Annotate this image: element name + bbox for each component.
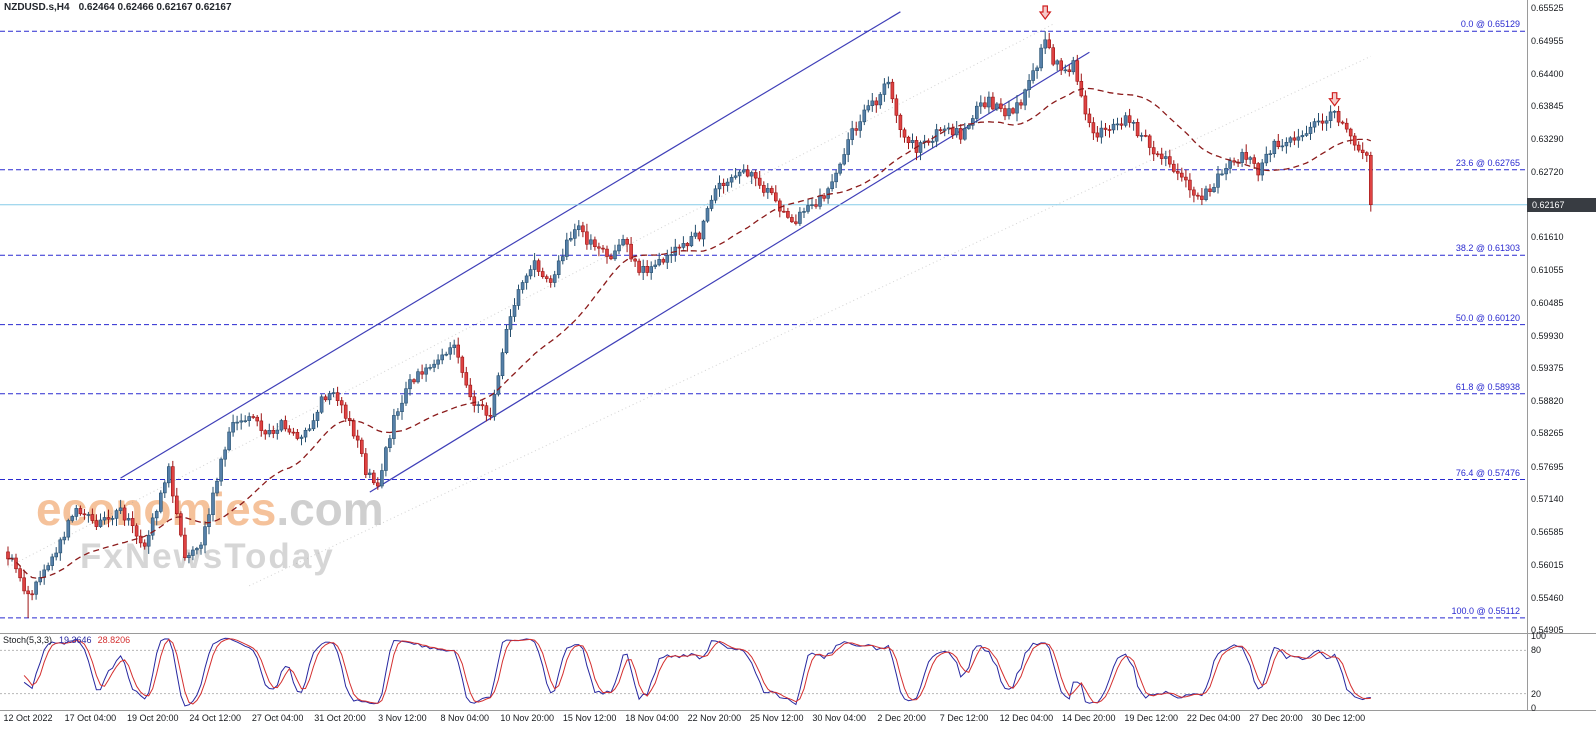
date-axis-label: 14 Dec 20:00 bbox=[1062, 713, 1116, 723]
date-axis-label: 7 Dec 12:00 bbox=[939, 713, 989, 723]
price-axis-label: 0.64400 bbox=[1531, 68, 1564, 79]
price-axis-label: 0.61055 bbox=[1531, 264, 1564, 275]
date-axis-label: 30 Dec 12:00 bbox=[1311, 713, 1366, 723]
date-axis-label: 22 Nov 20:00 bbox=[687, 713, 742, 723]
price-axis-label: 0.58265 bbox=[1531, 428, 1564, 439]
date-axis-label: 19 Oct 20:00 bbox=[127, 713, 179, 723]
stoch-axis-label: 0 bbox=[1531, 703, 1537, 713]
fib-level-label: 23.6 @ 0.62765 bbox=[1455, 157, 1520, 168]
price-axis-label: 0.65525 bbox=[1531, 3, 1564, 13]
fib-level-label: 61.8 @ 0.58938 bbox=[1455, 381, 1520, 392]
stochastic-main-value: 19.3646 bbox=[59, 635, 92, 645]
current-price-tag: 0.62167 bbox=[1527, 197, 1596, 212]
date-axis-label: 25 Nov 12:00 bbox=[750, 713, 804, 723]
price-axis-label: 0.64955 bbox=[1531, 36, 1564, 47]
price-axis-label: 0.57695 bbox=[1531, 461, 1564, 472]
fib-level-label: 76.4 @ 0.57476 bbox=[1455, 467, 1520, 478]
fib-level-label: 100.0 @ 0.55112 bbox=[1451, 605, 1520, 616]
chart-ohlc-header: NZDUSD.s,H4 0.62464 0.62466 0.62167 0.621… bbox=[4, 2, 232, 13]
price-axis-label: 0.61610 bbox=[1531, 232, 1564, 243]
date-axis-label: 22 Dec 04:00 bbox=[1186, 713, 1241, 723]
date-axis[interactable]: 12 Oct 2022 17 Oct 04:00 19 Oct 20:00 24 Oc… bbox=[0, 711, 1596, 743]
stoch-axis-label: 20 bbox=[1531, 688, 1542, 699]
date-axis-label: 8 Nov 04:00 bbox=[440, 713, 490, 723]
price-axis-label: 0.58820 bbox=[1531, 395, 1564, 406]
symbol-timeframe-label: NZDUSD.s,H4 bbox=[4, 2, 70, 13]
stoch-axis-label: 80 bbox=[1531, 645, 1542, 656]
sell-signal-arrows[interactable] bbox=[1038, 5, 1341, 107]
price-axis-label: 0.57140 bbox=[1531, 494, 1564, 505]
date-axis-label: 2 Dec 20:00 bbox=[877, 713, 926, 723]
date-axis-label: 24 Oct 12:00 bbox=[189, 713, 241, 723]
price-axis-label: 0.59375 bbox=[1531, 363, 1564, 374]
fib-level-label: 50.0 @ 0.60120 bbox=[1455, 312, 1520, 323]
price-axis-label: 0.62720 bbox=[1531, 167, 1564, 178]
fib-level-label: 0.0 @ 0.65129 bbox=[1460, 19, 1520, 30]
date-axis-label: 12 Oct 2022 bbox=[3, 713, 53, 723]
price-axis-label: 0.55460 bbox=[1531, 592, 1564, 603]
trend-channel[interactable] bbox=[120, 11, 1090, 493]
date-axis-label: 15 Nov 12:00 bbox=[562, 713, 617, 723]
price-axis-label: 0.56585 bbox=[1531, 526, 1564, 537]
down-arrow-icon bbox=[1328, 92, 1341, 107]
stoch-axis-label: 100 bbox=[1531, 631, 1547, 641]
date-axis-label: 30 Nov 04:00 bbox=[812, 713, 866, 723]
date-axis-label: 19 Dec 12:00 bbox=[1124, 713, 1178, 723]
date-axis-label: 17 Oct 04:00 bbox=[64, 713, 117, 723]
price-axis-label: 0.63845 bbox=[1531, 101, 1564, 112]
stochastic-indicator-label: Stoch(5,3,3) 19.3646 28.8206 bbox=[3, 635, 130, 645]
stochastic-main-line[interactable] bbox=[23, 637, 1371, 707]
price-axis-label: 0.56015 bbox=[1531, 560, 1564, 571]
date-axis-label: 18 Nov 04:00 bbox=[625, 713, 679, 723]
candlesticks bbox=[6, 31, 1373, 618]
watermark-brand-suffix: .com bbox=[276, 483, 384, 535]
date-axis-label: 12 Dec 04:00 bbox=[999, 713, 1054, 723]
price-axis-label: 0.59930 bbox=[1531, 330, 1564, 341]
current-price-value: 0.62167 bbox=[1532, 199, 1565, 210]
date-axis-label: 27 Dec 20:00 bbox=[1249, 713, 1303, 723]
down-arrow-icon bbox=[1038, 5, 1052, 21]
watermark: economies.com FxNewsToday bbox=[36, 482, 384, 577]
fibonacci-lines[interactable] bbox=[0, 30, 1527, 619]
price-axis-label: 0.54905 bbox=[1531, 625, 1564, 636]
stochastic-name: Stoch(5,3,3) bbox=[3, 635, 53, 645]
moving-average-line[interactable] bbox=[7, 87, 1372, 579]
price-axis[interactable]: 0.65525 0.64955 0.64400 0.63845 0.63290 0.627… bbox=[1528, 0, 1596, 713]
guide-trendlines bbox=[7, 23, 1372, 587]
date-axis-label: 27 Oct 04:00 bbox=[251, 713, 304, 723]
fib-level-label: 38.2 @ 0.61303 bbox=[1455, 243, 1520, 254]
stochastic-signal-value: 28.8206 bbox=[97, 635, 131, 645]
price-axis-label: 0.60485 bbox=[1531, 298, 1564, 309]
date-axis-label: 31 Oct 20:00 bbox=[314, 713, 366, 723]
date-axis-label: 3 Nov 12:00 bbox=[378, 713, 427, 723]
date-axis-label: 10 Nov 20:00 bbox=[500, 713, 554, 723]
ohlc-values: 0.62464 0.62466 0.62167 0.62167 bbox=[78, 2, 232, 13]
price-axis-label: 0.63290 bbox=[1531, 133, 1564, 144]
stochastic-signal-line[interactable] bbox=[23, 638, 1371, 705]
